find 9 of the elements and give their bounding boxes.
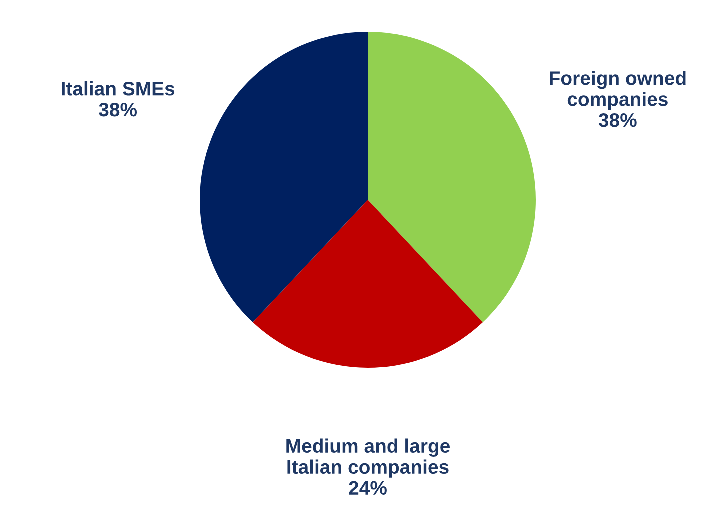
data-label: 38% bbox=[598, 113, 637, 128]
data-label: 24% bbox=[349, 481, 387, 495]
pie-slice bbox=[200, 32, 368, 322]
slice-label: Medium and large Italian companies bbox=[286, 438, 450, 478]
pie-slice bbox=[368, 32, 536, 322]
slice-label: Italian SMEs bbox=[62, 82, 175, 96]
data-label: 38% bbox=[99, 102, 138, 117]
slice-label: Foreign owned companies bbox=[550, 71, 686, 110]
pie-slice bbox=[252, 200, 484, 368]
